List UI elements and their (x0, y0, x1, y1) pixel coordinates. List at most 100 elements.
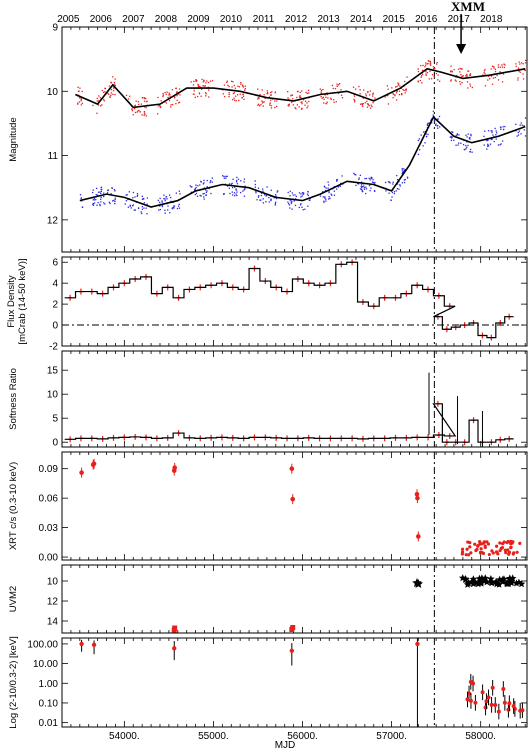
data-point (132, 204, 135, 206)
data-point (429, 62, 432, 64)
data-point (493, 702, 498, 707)
data-point (103, 91, 105, 94)
data-point (496, 132, 498, 134)
data-point (223, 175, 225, 178)
data-point (170, 104, 172, 106)
data-point (225, 175, 227, 178)
data-point (394, 94, 396, 96)
data-point (164, 91, 166, 94)
data-point (429, 61, 432, 63)
data-point (484, 699, 489, 704)
data-point (197, 83, 199, 86)
data-point (168, 99, 171, 102)
star-point (474, 579, 483, 588)
data-point (361, 103, 363, 105)
data-point (269, 102, 271, 104)
data-point (78, 90, 80, 92)
data-point (92, 204, 95, 206)
y-axis-label: Magnitude (8, 117, 19, 161)
data-point (81, 90, 83, 93)
data-point (453, 139, 455, 142)
data-point (141, 198, 144, 201)
data-point (241, 97, 244, 99)
data-point (511, 704, 516, 709)
data-point (367, 104, 370, 106)
data-point (450, 70, 452, 72)
data-point (242, 93, 244, 96)
data-point (403, 181, 406, 184)
data-point (170, 200, 172, 202)
data-point (403, 89, 405, 92)
data-point (403, 168, 405, 170)
data-point (467, 70, 470, 72)
data-point (240, 180, 242, 182)
data-point (369, 179, 371, 181)
data-point (397, 82, 399, 84)
data-point (169, 212, 171, 214)
data-point (451, 131, 453, 133)
data-point (263, 101, 265, 103)
y-tick-label: -2 (49, 342, 58, 353)
data-point (158, 201, 161, 203)
data-point (502, 700, 507, 705)
data-point (274, 106, 276, 109)
data-point (292, 194, 294, 196)
data-point (341, 175, 343, 177)
y-tick-label: 10.00 (33, 659, 58, 670)
data-point (146, 197, 149, 199)
x-tick-label: 57000. (376, 731, 407, 742)
y-tick-label: 0.10 (39, 698, 59, 709)
data-point (405, 90, 407, 92)
data-point (429, 70, 431, 72)
data-point (80, 104, 82, 106)
data-point (80, 100, 82, 102)
data-point (178, 190, 181, 192)
data-point (396, 188, 399, 190)
data-point (422, 131, 425, 133)
data-point (430, 78, 433, 80)
data-point (486, 695, 491, 700)
y-tick-label: 0.06 (39, 494, 59, 505)
data-point (398, 93, 401, 96)
data-point (372, 93, 374, 95)
data-point (518, 61, 520, 63)
data-point (339, 185, 341, 187)
data-point (465, 547, 469, 551)
data-point (495, 138, 497, 140)
data-point (359, 89, 361, 91)
data-point (199, 194, 201, 197)
data-point (255, 190, 257, 193)
data-point (325, 198, 327, 200)
data-point (327, 97, 329, 99)
data-point (301, 195, 303, 197)
data-point (300, 108, 303, 110)
data-point (357, 183, 360, 185)
data-point (291, 208, 293, 210)
data-point (260, 103, 262, 106)
data-point (205, 82, 207, 84)
data-point (271, 91, 273, 93)
data-point (265, 195, 267, 197)
data-point (489, 702, 494, 707)
data-point (166, 91, 168, 93)
data-point (504, 551, 508, 555)
data-point (490, 75, 493, 77)
data-point (404, 80, 406, 83)
data-point (114, 200, 116, 203)
data-point (96, 100, 98, 102)
data-point (194, 96, 196, 99)
data-point (146, 203, 148, 205)
y-tick-label: 11 (48, 151, 59, 162)
data-point (172, 103, 174, 106)
data-point (290, 201, 292, 203)
data-point (338, 83, 341, 85)
data-point (389, 182, 391, 184)
data-point (320, 91, 322, 93)
data-point (327, 198, 330, 200)
data-point (234, 87, 237, 89)
data-point (366, 100, 368, 102)
data-point (450, 65, 452, 67)
data-point (143, 114, 145, 117)
y-tick-label: 0.09 (39, 464, 59, 475)
data-point (524, 62, 527, 64)
